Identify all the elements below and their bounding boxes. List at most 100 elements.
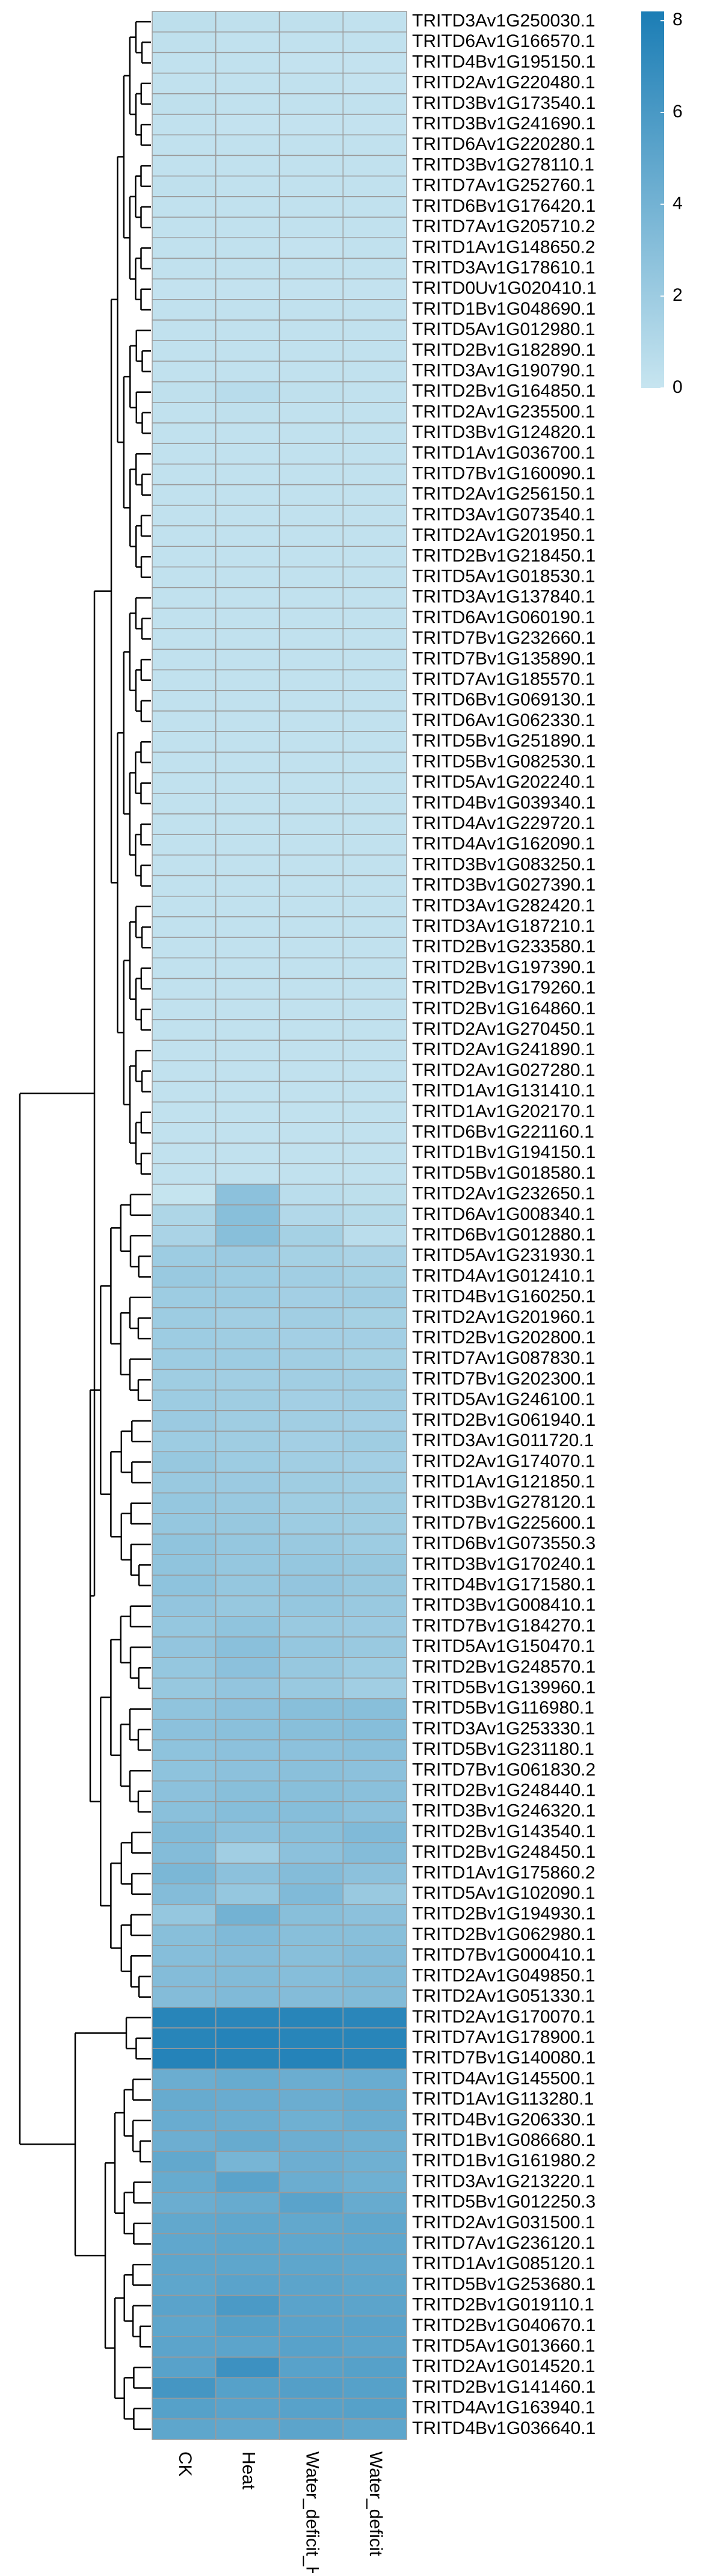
heatmap-cell	[152, 1204, 217, 1226]
heatmap-cell	[152, 1513, 217, 1535]
heatmap-cell	[152, 1163, 217, 1185]
heatmap-cell	[152, 1822, 217, 1843]
row-label: TRITD2Bv1G019110.1	[412, 2295, 594, 2315]
row-label: TRITD2Bv1G202800.1	[412, 1328, 596, 1348]
row-label: TRITD6Av1G166570.1	[412, 31, 596, 51]
heatmap-cell	[279, 463, 343, 485]
row-label: TRITD2Bv1G248440.1	[412, 1781, 596, 1801]
row-label: TRITD1Av1G113280.1	[412, 2089, 594, 2109]
heatmap-cell	[215, 1142, 280, 1165]
heatmap-cell	[279, 792, 343, 815]
row-label: TRITD1Av1G036700.1	[412, 443, 596, 463]
heatmap-cell	[342, 731, 407, 753]
heatmap-cell	[279, 505, 343, 526]
heatmap-cell	[152, 31, 217, 54]
row-label: TRITD7Av1G236120.1	[412, 2233, 596, 2253]
heatmap-cell	[279, 875, 343, 897]
heatmap-cell	[342, 1348, 407, 1370]
heatmap-cell	[279, 72, 343, 94]
heatmap-cell	[279, 1739, 343, 1761]
row-label: TRITD3Av1G011720.1	[412, 1431, 594, 1450]
row-label: TRITD6Av1G060190.1	[412, 608, 596, 627]
heatmap-cell	[215, 1657, 280, 1679]
heatmap-cell	[215, 1574, 280, 1597]
heatmap-cell	[215, 1554, 280, 1576]
heatmap-cell	[342, 978, 407, 1000]
heatmap-cell	[279, 978, 343, 1000]
row-label: TRITD7Bv1G000410.1	[412, 1945, 596, 1965]
heatmap-cell	[279, 484, 343, 506]
column-label: Heat	[239, 2451, 259, 2490]
heatmap-cell	[279, 402, 343, 424]
heatmap-cell	[279, 2048, 343, 2070]
heatmap-cell	[279, 1863, 343, 1885]
heatmap-cell	[152, 1040, 217, 1062]
heatmap-cell	[342, 1698, 407, 1720]
heatmap-cell	[342, 2109, 407, 2131]
heatmap-cell	[152, 751, 217, 774]
heatmap-cell	[152, 1492, 217, 1514]
heatmap-cell	[279, 1965, 343, 1988]
heatmap-cell	[279, 319, 343, 342]
heatmap-cell	[279, 1142, 343, 1165]
heatmap-cell	[279, 2089, 343, 2111]
heatmap-cell	[215, 1965, 280, 1988]
row-label: TRITD2Bv1G197390.1	[412, 957, 596, 977]
heatmap-cell	[342, 52, 407, 74]
row-label: TRITD7Av1G185570.1	[412, 670, 596, 689]
row-label: TRITD7Av1G205710.2	[412, 217, 596, 236]
heatmap-cell	[279, 1245, 343, 1268]
heatmap-cell	[215, 689, 280, 712]
heatmap-cell	[215, 1102, 280, 1123]
heatmap-cell	[342, 2356, 407, 2379]
heatmap-cell	[152, 854, 217, 877]
heatmap-cell	[279, 1533, 343, 1556]
heatmap-cell	[215, 1801, 280, 1823]
heatmap-cell	[215, 2316, 280, 2337]
heatmap-cell	[215, 134, 280, 156]
heatmap-cell	[152, 93, 217, 115]
heatmap-cell	[152, 1636, 217, 1659]
heatmap-cell	[279, 2130, 343, 2152]
heatmap-cell	[215, 257, 280, 280]
heatmap-cell	[152, 1595, 217, 1617]
heatmap-cell	[215, 2418, 280, 2440]
heatmap-cell	[152, 731, 217, 753]
heatmap-cell	[342, 2377, 407, 2399]
heatmap-cell	[342, 1431, 407, 1452]
row-label: TRITD1Bv1G048690.1	[412, 299, 596, 319]
heatmap-cell	[152, 546, 217, 568]
heatmap-cell	[342, 1369, 407, 1391]
heatmap-cell	[279, 1554, 343, 1576]
column-label: Water_deficit	[366, 2451, 386, 2557]
heatmap-cell	[342, 1122, 407, 1144]
heatmap-cell	[215, 1266, 280, 1288]
heatmap-cell	[152, 2336, 217, 2358]
heatmap-cell	[152, 1719, 217, 1740]
heatmap-cell	[215, 1286, 280, 1308]
heatmap-cell	[152, 1142, 217, 1165]
heatmap-cell	[215, 1492, 280, 1514]
heatmap-cell	[215, 2068, 280, 2091]
heatmap-cell	[342, 360, 407, 383]
heatmap-cell	[279, 2233, 343, 2255]
heatmap-cell	[215, 854, 280, 877]
heatmap-cell	[215, 2109, 280, 2131]
heatmap-cell	[342, 155, 407, 177]
heatmap-cell	[215, 175, 280, 197]
heatmap-cell	[342, 1986, 407, 2008]
heatmap-cell	[152, 1060, 217, 1082]
heatmap-cell	[152, 2027, 217, 2049]
heatmap-cell	[342, 443, 407, 465]
heatmap-cell	[152, 278, 217, 300]
heatmap-cell	[152, 11, 217, 32]
heatmap-cell	[279, 2192, 343, 2214]
heatmap-cell	[279, 834, 343, 856]
heatmap-cell	[279, 2068, 343, 2091]
heatmap-cell	[152, 1328, 217, 1349]
heatmap-cell	[342, 1102, 407, 1123]
heatmap-cell	[215, 2356, 280, 2379]
heatmap-cell	[215, 1040, 280, 1062]
heatmap-cell	[215, 2089, 280, 2111]
heatmap-cell	[215, 834, 280, 856]
